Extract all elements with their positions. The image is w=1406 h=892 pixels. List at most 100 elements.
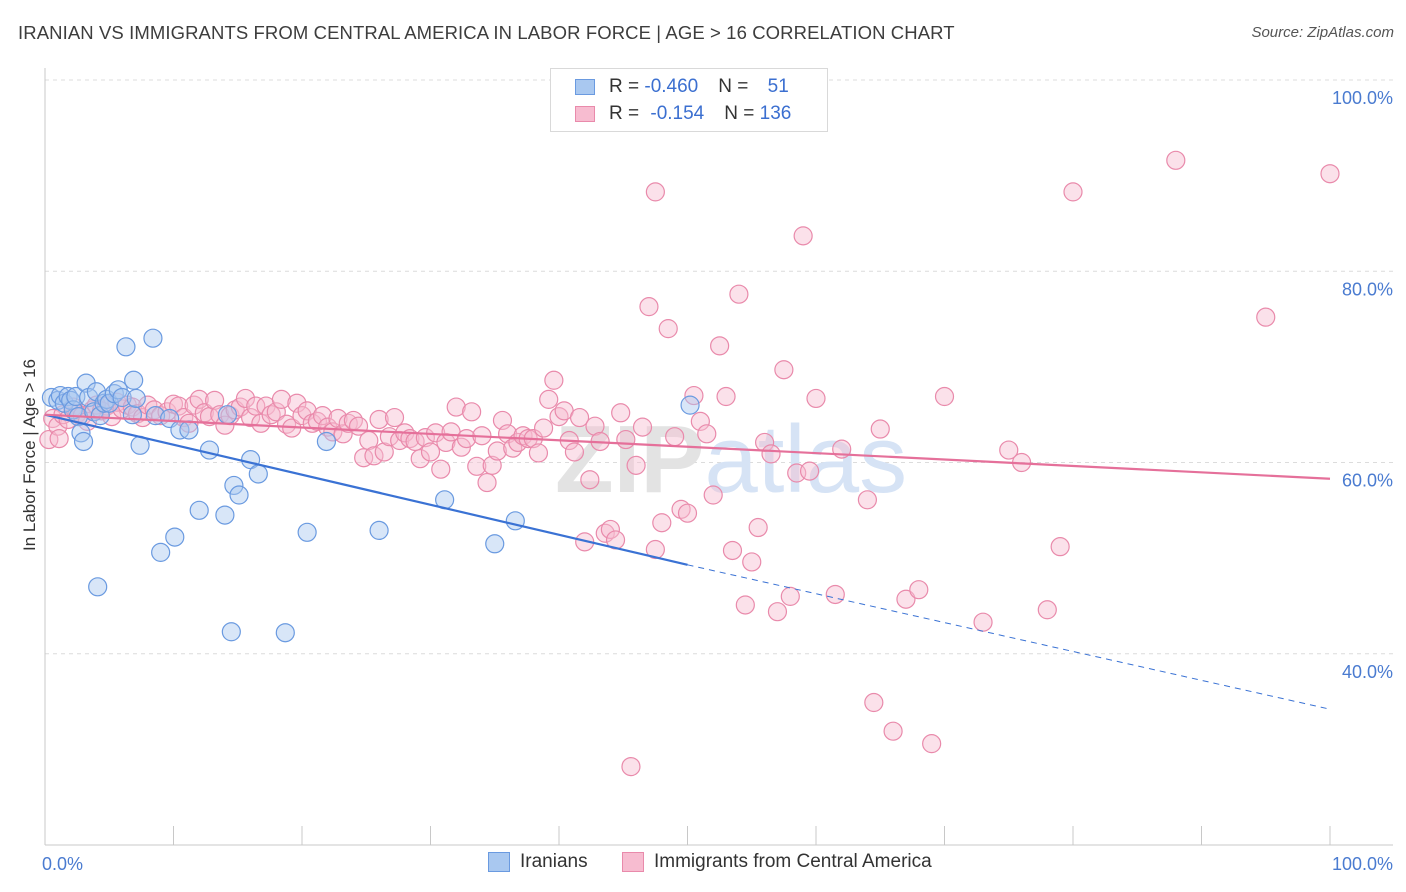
point-central-america	[999, 440, 1019, 460]
point-iranians	[165, 527, 185, 547]
point-central-america	[806, 388, 826, 409]
point-central-america	[585, 416, 605, 436]
point-central-america	[922, 734, 942, 754]
point-central-america	[639, 297, 659, 317]
point-central-america	[658, 319, 678, 339]
legend-label-central-america: Immigrants from Central America	[654, 851, 932, 872]
legend-item-central-america: Immigrants from Central America	[622, 851, 932, 873]
point-central-america	[307, 411, 328, 431]
point-central-america	[896, 589, 916, 609]
y-tick-label: 60.0%	[1342, 471, 1393, 491]
point-central-america	[1063, 182, 1083, 202]
legend-row-central-america: R = -0.154 N = 136	[575, 102, 791, 126]
point-central-america	[528, 443, 549, 463]
trend-line-central-america	[44, 413, 1331, 480]
point-iranians	[217, 405, 238, 425]
point-central-america	[369, 409, 389, 430]
point-iranians	[229, 485, 249, 505]
point-iranians	[297, 522, 317, 542]
point-central-america	[205, 390, 225, 410]
point-iranians	[122, 405, 142, 425]
point-central-america	[276, 414, 297, 434]
point-central-america	[184, 395, 204, 415]
y-tick-label: 40.0%	[1342, 662, 1393, 682]
tick-labels: 100.0% 80.0% 60.0% 40.0% 0.0% 100.0%	[42, 88, 1393, 874]
trend-line-iranians	[44, 413, 688, 566]
point-central-america	[883, 721, 903, 741]
point-central-america	[539, 389, 559, 409]
point-central-america	[645, 539, 665, 560]
x-tick-label: 100.0%	[1332, 854, 1393, 874]
point-central-america	[632, 417, 653, 437]
point-central-america	[735, 595, 755, 615]
point-iranians	[73, 431, 94, 452]
point-central-america	[825, 584, 845, 605]
point-central-america	[595, 523, 615, 543]
point-central-america	[287, 393, 307, 413]
point-central-america	[767, 602, 788, 622]
point-iranians	[316, 431, 337, 452]
point-central-america	[665, 427, 685, 447]
point-central-america	[266, 402, 286, 422]
point-central-america	[420, 442, 441, 462]
point-iranians	[126, 388, 146, 409]
point-central-america	[544, 370, 564, 390]
point-central-america	[621, 756, 641, 777]
axes	[44, 68, 1393, 846]
point-central-america	[722, 540, 743, 561]
legend-row-iranians: R = -0.460 N = 51	[575, 75, 789, 99]
legend-swatch-central-america	[575, 106, 595, 122]
point-central-america	[49, 428, 69, 449]
point-central-america	[645, 182, 665, 202]
point-iranians	[88, 577, 108, 597]
point-central-america	[477, 472, 497, 493]
legend-swatch-iranians	[488, 852, 510, 872]
source-credit: Source: ZipAtlas.com	[1251, 24, 1394, 41]
point-central-america	[793, 226, 813, 246]
legend-item-iranians: Iranians	[488, 851, 588, 873]
legend-r-value: -0.154	[650, 103, 705, 124]
point-central-america	[241, 407, 261, 428]
point-central-america	[742, 552, 762, 572]
point-central-america	[328, 408, 348, 429]
y-tick-label: 80.0%	[1342, 279, 1393, 299]
point-central-america	[297, 401, 317, 421]
legend-n-label: N =	[718, 76, 754, 97]
legend-r-label: R =	[609, 76, 645, 97]
legend-n-value: 136	[759, 103, 792, 124]
point-central-america	[703, 485, 723, 505]
point-iranians	[199, 440, 220, 460]
point-central-america	[482, 455, 502, 475]
point-central-america	[611, 403, 631, 423]
legend-swatch-central-america	[622, 852, 644, 872]
point-central-america	[246, 396, 266, 416]
point-central-america	[1050, 537, 1070, 557]
point-central-america	[761, 444, 781, 464]
point-iranians	[189, 500, 209, 520]
point-central-america	[312, 406, 333, 426]
point-central-america	[446, 397, 466, 417]
point-central-america	[1256, 307, 1276, 327]
point-central-america	[1166, 150, 1186, 170]
point-iranians	[369, 520, 389, 540]
legend-r-label: R =	[609, 103, 645, 124]
y-axis-label: In Labor Force | Age > 16	[20, 359, 39, 551]
correlation-legend: R = -0.460 N = 51 R = -0.154 N = 136	[550, 68, 828, 132]
point-central-america	[973, 612, 993, 632]
point-central-america	[1037, 600, 1057, 620]
point-central-america	[410, 449, 430, 469]
point-central-america	[462, 402, 482, 422]
point-central-america	[652, 513, 672, 533]
point-central-america	[467, 456, 487, 476]
point-central-america	[235, 388, 256, 409]
point-central-america	[431, 459, 451, 479]
point-central-america	[569, 407, 590, 428]
watermark: ZIPatlas	[555, 406, 907, 513]
point-central-america	[364, 446, 384, 466]
point-iranians	[112, 387, 132, 408]
point-iranians	[143, 328, 163, 348]
point-central-america	[1320, 164, 1340, 184]
point-iranians	[680, 395, 700, 415]
point-central-america	[616, 429, 636, 450]
